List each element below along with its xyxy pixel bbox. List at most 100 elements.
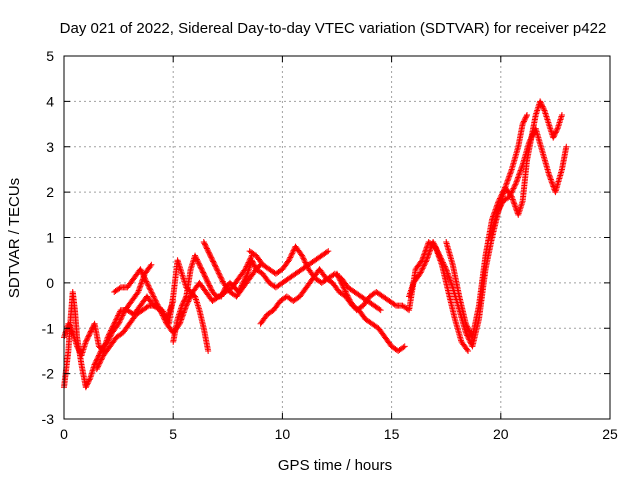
data-point (498, 200, 505, 207)
data-point (498, 202, 505, 209)
data-point (149, 290, 156, 297)
data-point (505, 174, 512, 181)
data-point (249, 258, 256, 265)
data-point (519, 121, 526, 128)
data-point (202, 241, 209, 248)
data-point (65, 322, 72, 329)
data-point (515, 174, 522, 181)
data-point (546, 173, 553, 180)
data-point (213, 266, 220, 273)
data-point (507, 192, 514, 199)
data-point (345, 295, 352, 302)
data-point (553, 128, 560, 135)
data-point (85, 379, 92, 386)
x-tick-label: 25 (602, 426, 618, 442)
data-point (336, 276, 343, 283)
data-point (161, 315, 168, 322)
data-point (425, 252, 432, 259)
data-point (109, 324, 116, 331)
data-point (516, 170, 523, 177)
data-point (217, 274, 224, 281)
data-point (217, 273, 224, 280)
data-point (203, 244, 210, 251)
data-point (288, 251, 295, 258)
data-point (345, 293, 352, 300)
data-point (507, 170, 514, 177)
data-point (89, 325, 96, 332)
data-point (493, 211, 500, 218)
data-point (430, 240, 437, 247)
data-point (138, 279, 145, 286)
data-point (116, 309, 123, 316)
data-point (204, 246, 211, 253)
x-tick-label: 10 (275, 426, 291, 442)
data-point (505, 176, 512, 183)
data-point (99, 355, 106, 362)
data-point (427, 246, 434, 253)
data-point (95, 363, 102, 370)
data-point (552, 130, 559, 137)
data-point (93, 366, 100, 373)
data-point (421, 261, 428, 268)
data-point (496, 205, 503, 212)
data-point (218, 293, 225, 300)
data-point (466, 328, 473, 335)
data-point (84, 381, 91, 388)
data-point (548, 179, 555, 186)
data-point (424, 254, 431, 261)
data-point (209, 257, 216, 264)
data-point (203, 277, 210, 284)
data-point (537, 99, 544, 106)
data-point (343, 291, 350, 298)
data-point (517, 167, 524, 174)
data-point (155, 304, 162, 311)
data-point (140, 271, 147, 278)
data-point (444, 269, 451, 276)
data-point (423, 257, 430, 264)
data-point (218, 275, 225, 282)
data-point (507, 190, 514, 197)
data-point (193, 255, 200, 262)
y-tick-label: 2 (46, 184, 54, 200)
data-point (448, 280, 455, 287)
data-point (514, 175, 521, 182)
x-axis-label: GPS time / hours (278, 457, 392, 474)
data-point (518, 164, 525, 171)
data-point (205, 249, 212, 256)
data-point (465, 347, 472, 354)
data-point (135, 287, 142, 294)
data-point (67, 325, 74, 332)
data-point (441, 262, 448, 269)
data-point (138, 280, 145, 287)
data-point (251, 262, 258, 269)
data-point (112, 317, 119, 324)
data-point (432, 244, 439, 251)
x-tick-label: 15 (384, 426, 400, 442)
data-point (201, 240, 208, 247)
data-point (424, 255, 431, 262)
data-point (248, 257, 255, 264)
data-point (134, 290, 141, 297)
series-track-11 (443, 98, 565, 341)
data-point (401, 343, 408, 350)
data-point (250, 261, 257, 268)
data-point (431, 241, 438, 248)
data-point (143, 278, 150, 285)
y-tick-label: 5 (46, 48, 54, 64)
data-point (289, 249, 296, 256)
data-point (75, 345, 82, 352)
data-point (334, 270, 340, 277)
data-point (74, 344, 81, 351)
data-point (447, 277, 454, 284)
data-point (216, 271, 223, 278)
data-point (67, 324, 74, 331)
data-point (98, 356, 105, 363)
data-point (220, 289, 227, 296)
data-point (522, 115, 529, 122)
data-point (136, 286, 143, 293)
data-point (529, 132, 536, 139)
data-point (136, 284, 143, 291)
data-point (520, 119, 527, 126)
tick-labels: 0 5 10 15 20 25 -3 -2 -1 0 1 2 3 4 5 (42, 48, 618, 442)
data-point (208, 255, 215, 262)
